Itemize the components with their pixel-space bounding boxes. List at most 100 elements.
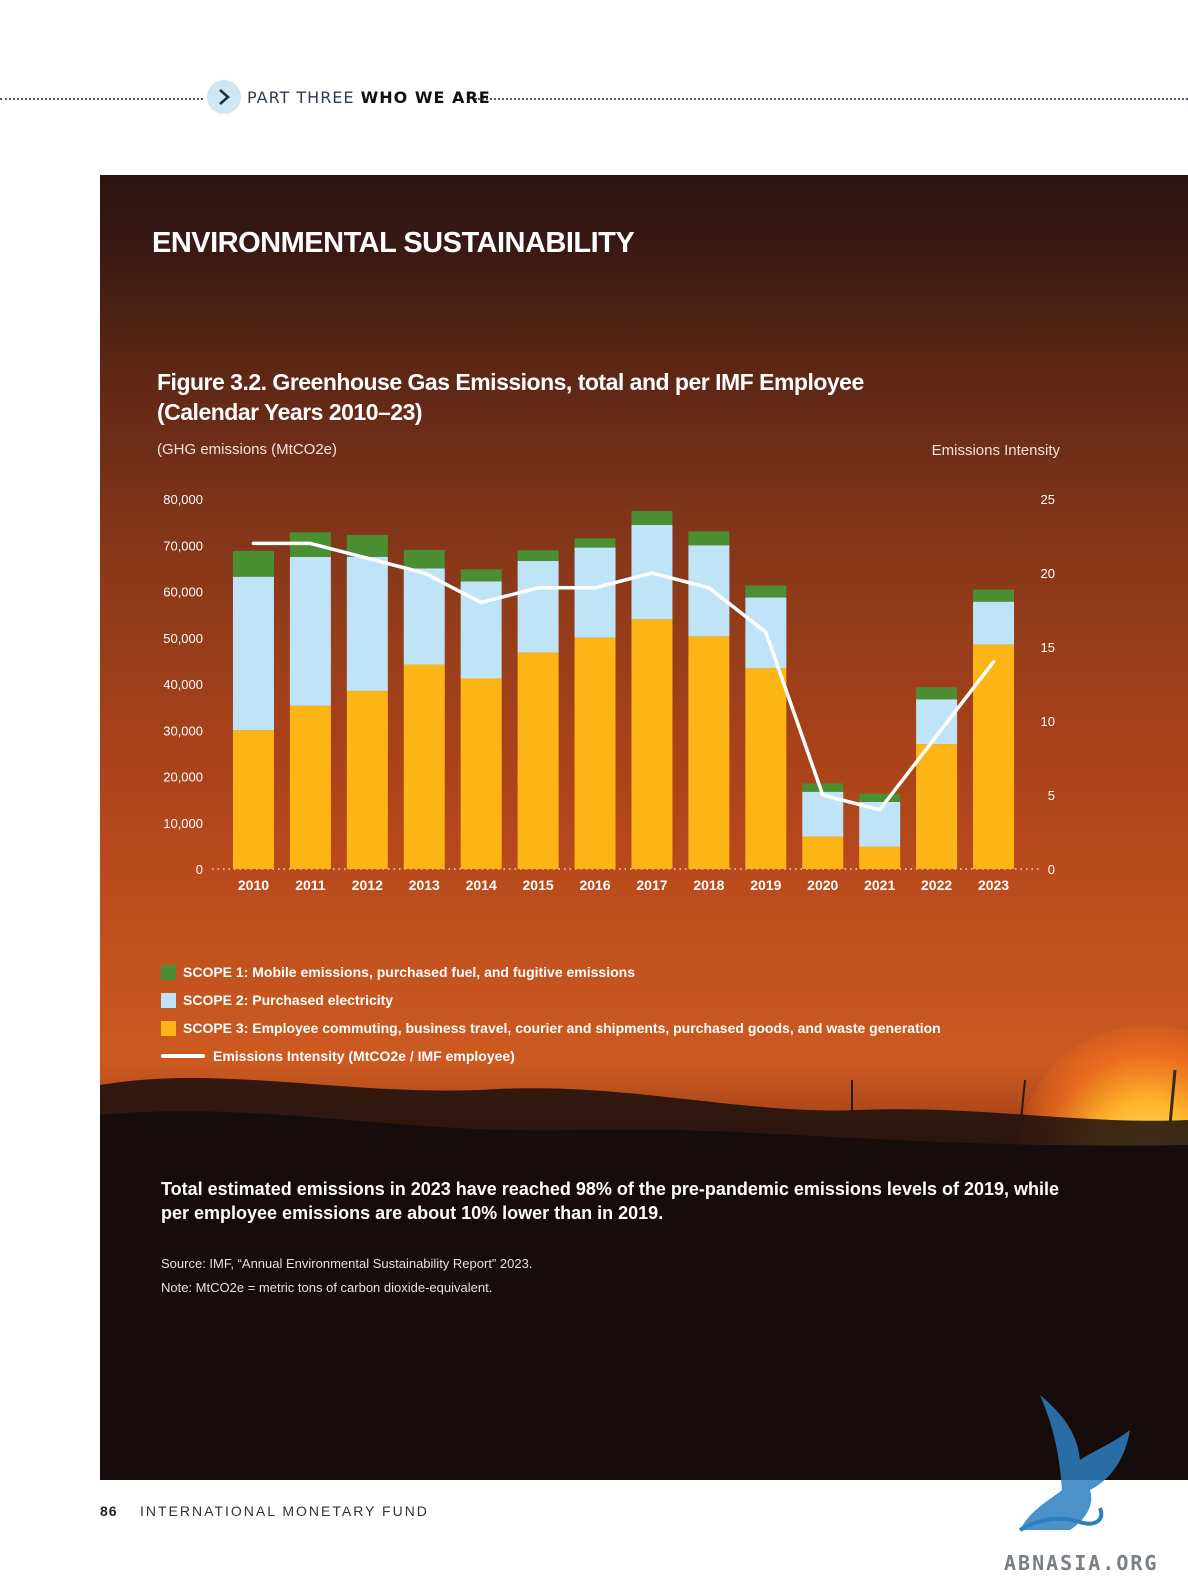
watermark-text: ABNASIA.ORG [1004,1551,1159,1575]
bar-segment [289,705,331,869]
bar-segment [631,511,673,525]
intensity-point [935,734,939,738]
bar-segment [517,550,559,561]
legend-swatch [161,1054,205,1058]
x-tick-label: 2022 [921,877,952,893]
bar-segment [517,560,559,653]
bar-segment [802,836,844,869]
x-tick-label: 2015 [523,877,554,893]
bar-segment [859,793,901,802]
intensity-point [650,571,654,575]
bar-segment [460,678,502,869]
intensity-point [479,601,483,605]
x-tick-label: 2023 [978,877,1009,893]
header-rule-right [475,98,1188,100]
x-tick-label: 2012 [352,877,383,893]
legend-label: SCOPE 3: Employee commuting, business tr… [183,1020,941,1036]
source-text: Source: IMF, “Annual Environmental Susta… [161,1256,533,1271]
intensity-point [365,556,369,560]
bar-segment [574,538,616,548]
intensity-point [422,571,426,575]
x-tick-label: 2018 [693,877,724,893]
y-tick-label: 30,000 [163,723,203,738]
x-tick-label: 2014 [466,877,497,893]
griffin-logo [1018,1395,1130,1532]
intensity-point [308,541,312,545]
intensity-point [707,586,711,590]
y-tick-label: 20,000 [163,770,203,785]
legend-item: SCOPE 3: Employee commuting, business tr… [161,1014,941,1042]
y-tick-label: 0 [196,862,203,877]
y2-tick-label: 0 [1048,862,1055,877]
legend-item: SCOPE 1: Mobile emissions, purchased fue… [161,958,941,986]
legend-swatch [161,964,176,980]
y2-tick-label: 20 [1041,566,1055,581]
legend-label: SCOPE 2: Purchased electricity [183,992,394,1008]
y2-tick-label: 5 [1048,788,1055,803]
bar-segment [346,535,388,557]
bar-segment [232,576,274,731]
figure-title-line2: (Calendar Years 2010–23) [157,399,423,425]
figure-title: Figure 3.2. Greenhouse Gas Emissions, to… [157,367,917,427]
intensity-point [821,793,825,797]
legend-item: SCOPE 2: Purchased electricity [161,986,941,1014]
bar-segment [688,545,730,637]
summary-text: Total estimated emissions in 2023 have r… [161,1179,1060,1223]
bar-segment [802,783,844,792]
page-number: 86 [100,1503,118,1519]
emissions-chart: 0 10,000 20,000 30,000 40,000 50,000 60,000 70,… [163,492,1055,893]
legend-label: Emissions Intensity (MtCO2e / IMF employ… [213,1048,515,1064]
intensity-point [536,586,540,590]
x-tick-label: 2019 [750,877,781,893]
x-tick-label: 2020 [807,877,838,893]
x-tick-label: 2010 [238,877,269,893]
y-axis-title: (GHG emissions (MtCO2e) [157,441,338,458]
bar-segment [973,589,1015,602]
bar-segment [916,687,958,700]
legend-label: SCOPE 1: Mobile emissions, purchased fue… [183,964,635,980]
intensity-point [992,660,996,664]
part-label: PART THREE WHO WE ARE [247,88,491,107]
bar-segment [289,556,331,706]
y2-tick-label: 15 [1041,640,1055,655]
part-prefix: PART THREE [247,88,355,107]
section-title: ENVIRONMENTAL SUSTAINABILITY [152,227,635,259]
legend-item: Emissions Intensity (MtCO2e / IMF employ… [161,1042,941,1070]
y-tick-label: 10,000 [163,816,203,831]
figure-title-line1: Figure 3.2. Greenhouse Gas Emissions, to… [157,369,864,395]
sunset-panel: ENVIRONMENTAL SUSTAINABILITY Figure 3.2.… [100,175,1188,1480]
intensity-line [251,541,996,812]
bar-segment [232,730,274,869]
chart-legend: SCOPE 1: Mobile emissions, purchased fue… [161,958,941,1070]
hill-silhouette [100,1069,1188,1480]
y-tick-label: 80,000 [163,492,203,507]
part-name: WHO WE ARE [360,88,491,107]
bar-segment [574,547,616,638]
y2-axis-title: Emissions Intensity [931,442,1060,459]
intensity-point [593,586,597,590]
x-tick-label: 2021 [864,877,895,893]
intensity-point [251,541,255,545]
y-tick-label: 60,000 [163,585,203,600]
legend-swatch [161,1020,176,1036]
y-tick-label: 70,000 [163,538,203,553]
footer-organization: INTERNATIONAL MONETARY FUND [140,1503,429,1519]
legend-swatch [161,992,176,1008]
bar-segment [745,668,787,869]
bar-segment [973,601,1015,645]
y2-tick-label: 25 [1041,492,1055,507]
bar-segment [916,744,958,869]
x-tick-label: 2013 [409,877,440,893]
bar-segment [403,568,445,665]
source-notes: Source: IMF, “Annual Environmental Susta… [161,1252,532,1300]
bar-segment [631,619,673,869]
bar-segment [403,664,445,869]
bar-segment [346,556,388,691]
x-tick-label: 2011 [295,877,326,893]
bar-segment [688,531,730,546]
bar-segment [232,550,274,577]
intensity-point [878,808,882,812]
chevron-right-icon [207,80,241,114]
bar-segment [574,637,616,869]
y-tick-label: 40,000 [163,677,203,692]
